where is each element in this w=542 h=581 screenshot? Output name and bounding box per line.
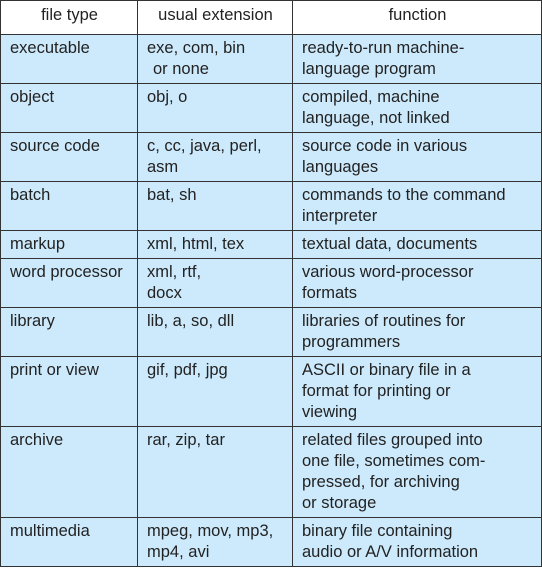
cell-line: or none [153, 60, 209, 78]
cell-line: source code [10, 137, 100, 155]
cell-line: libraries of routines for [302, 312, 466, 330]
cell-file-type: markup [0, 230, 138, 259]
cell-function: libraries of routines for programmers [292, 307, 542, 357]
cell-line: batch [10, 186, 51, 204]
cell-line: or storage [302, 494, 377, 512]
cell-function: ASCII or binary file in a format for pri… [292, 356, 542, 427]
cell-line: archive [10, 431, 64, 449]
cell-file-type: library [0, 307, 138, 357]
cell-file-type: object [0, 83, 138, 133]
cell-line: docx [147, 284, 182, 302]
cell-line: gif, pdf, jpg [147, 361, 228, 379]
cell-line: ASCII or binary file in a [302, 361, 471, 379]
cell-function: compiled, machine language, not linked [292, 83, 542, 133]
cell-function: textual data, documents [292, 230, 542, 259]
cell-line: xml, rtf, [147, 263, 202, 281]
table-row: object obj, o compiled, machine language… [0, 83, 542, 133]
cell-file-type: executable [0, 34, 138, 84]
cell-usual-extension: c, cc, java, perl, asm [137, 132, 293, 182]
file-types-table: file type usual extension function execu… [0, 0, 542, 567]
table-row: multimedia mpeg, mov, mp3, mp4, avi bina… [0, 517, 542, 567]
cell-function: binary file containing audio or A/V info… [292, 517, 542, 567]
cell-line: mpeg, mov, mp3, [147, 522, 274, 540]
cell-line: xml, html, tex [147, 235, 245, 253]
cell-line: library [10, 312, 55, 330]
cell-line: source code in various [302, 137, 468, 155]
table-row: word processor xml, rtf, docx various wo… [0, 258, 542, 308]
cell-line: bat, sh [147, 186, 197, 204]
header-function: function [292, 0, 542, 35]
cell-usual-extension: gif, pdf, jpg [137, 356, 293, 427]
cell-line: binary file containing [302, 522, 453, 540]
cell-line: c, cc, java, perl, [147, 137, 262, 155]
cell-line: print or view [10, 361, 99, 379]
cell-line: word processor [10, 263, 123, 281]
cell-file-type: batch [0, 181, 138, 231]
cell-usual-extension: exe, com, bin or none [137, 34, 293, 84]
cell-line: language program [302, 60, 436, 78]
cell-line: executable [10, 39, 90, 57]
cell-file-type: print or view [0, 356, 138, 427]
cell-line: lib, a, so, dll [147, 312, 235, 330]
cell-usual-extension: lib, a, so, dll [137, 307, 293, 357]
cell-line: pressed, for archiving [302, 473, 460, 491]
cell-usual-extension: obj, o [137, 83, 293, 133]
header-file-type: file type [0, 0, 138, 35]
cell-line: related files grouped into [302, 431, 483, 449]
table-row: archive rar, zip, tar related files grou… [0, 426, 542, 518]
cell-function: ready-to-run machine- language program [292, 34, 542, 84]
cell-file-type: multimedia [0, 517, 138, 567]
cell-line: rar, zip, tar [147, 431, 225, 449]
cell-line: mp4, avi [147, 543, 210, 561]
cell-line: viewing [302, 403, 358, 421]
cell-line: commands to the command [302, 186, 506, 204]
cell-line: interpreter [302, 207, 378, 225]
cell-line: formats [302, 284, 358, 302]
cell-line: markup [10, 235, 66, 253]
cell-usual-extension: bat, sh [137, 181, 293, 231]
header-usual-extension: usual extension [137, 0, 293, 35]
cell-line: one file, sometimes com- [302, 452, 486, 470]
cell-line: obj, o [147, 88, 188, 106]
cell-file-type: word processor [0, 258, 138, 308]
table-row: markup xml, html, tex textual data, docu… [0, 230, 542, 259]
cell-line: textual data, documents [302, 235, 478, 253]
cell-line: compiled, machine [302, 88, 440, 106]
cell-line: exe, com, bin [147, 39, 246, 57]
cell-line: multimedia [10, 522, 90, 540]
cell-line: languages [302, 158, 379, 176]
cell-line: object [10, 88, 55, 106]
table-row: library lib, a, so, dll libraries of rou… [0, 307, 542, 357]
cell-function: various word-processor formats [292, 258, 542, 308]
cell-line: language, not linked [302, 109, 450, 127]
cell-function: related files grouped into one file, som… [292, 426, 542, 518]
cell-file-type: archive [0, 426, 138, 518]
table-row: print or view gif, pdf, jpg ASCII or bin… [0, 356, 542, 427]
table-row: batch bat, sh commands to the command in… [0, 181, 542, 231]
cell-line: audio or A/V information [302, 543, 479, 561]
cell-line: programmers [302, 333, 401, 351]
cell-file-type: source code [0, 132, 138, 182]
cell-usual-extension: mpeg, mov, mp3, mp4, avi [137, 517, 293, 567]
table-row: executable exe, com, bin or none ready-t… [0, 34, 542, 84]
cell-line: various word-processor [302, 263, 474, 281]
cell-line: asm [147, 158, 179, 176]
cell-function: source code in various languages [292, 132, 542, 182]
table-row: source code c, cc, java, perl, asm sourc… [0, 132, 542, 182]
cell-line: ready-to-run machine- [302, 39, 465, 57]
cell-usual-extension: xml, rtf, docx [137, 258, 293, 308]
cell-line: format for printing or [302, 382, 451, 400]
cell-usual-extension: rar, zip, tar [137, 426, 293, 518]
cell-usual-extension: xml, html, tex [137, 230, 293, 259]
cell-function: commands to the command interpreter [292, 181, 542, 231]
header-row: file type usual extension function [0, 0, 542, 35]
